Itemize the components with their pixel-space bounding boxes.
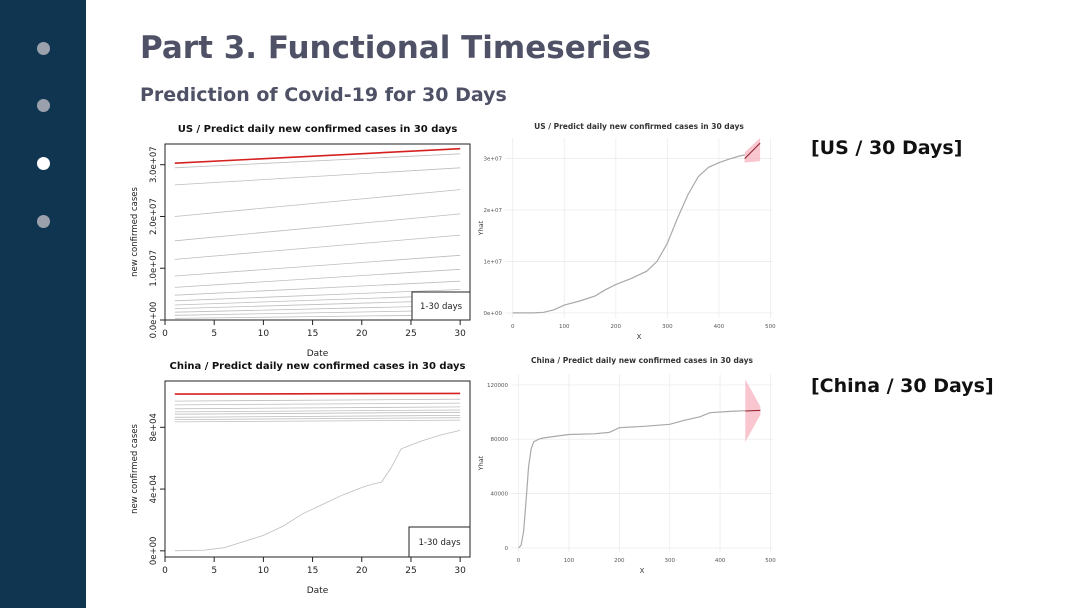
nav-dot-4[interactable] — [37, 215, 50, 228]
series-line-3 — [174, 189, 461, 217]
y-tick-label: 80000 — [491, 437, 509, 443]
slide-title: Part 3. Functional Timeseries — [140, 30, 652, 66]
legend-label: 1-30 days — [420, 302, 463, 312]
x-tick-label: 15 — [307, 566, 318, 576]
sidebar — [0, 0, 86, 608]
series-line-5 — [174, 411, 461, 415]
x-tick-label: 15 — [307, 329, 318, 339]
x-tick-label: 400 — [714, 324, 725, 330]
series-line-8 — [174, 419, 461, 423]
y-tick-label: 1e+07 — [484, 259, 503, 265]
x-tick-label: 20 — [356, 566, 368, 576]
x-tick-label: 200 — [614, 558, 625, 564]
series-line-2 — [174, 402, 461, 406]
chart-title: China / Predict daily new confirmed case… — [531, 356, 754, 365]
x-tick-label: 10 — [258, 329, 270, 339]
series-line-2 — [174, 167, 461, 186]
china-pred-chart: China / Predict daily new confirmed case… — [477, 356, 776, 575]
china-fts-chart: China / Predict daily new confirmed case… — [130, 361, 471, 596]
x-tick-label: 0 — [511, 324, 515, 330]
y-tick-label: 0e+00 — [484, 311, 503, 317]
china-caption: [China / 30 Days] — [811, 375, 994, 397]
x-tick-label: 25 — [405, 566, 416, 576]
y-tick-label: 0 — [505, 546, 509, 552]
y-axis-label: new confirmed cases — [130, 187, 140, 277]
series-line-5 — [174, 234, 461, 260]
series-line-1 — [174, 398, 461, 402]
y-tick-label: 1.0e+07 — [149, 250, 159, 287]
chart-title: US / Predict daily new confirmed cases i… — [178, 124, 458, 135]
us-fts-chart: US / Predict daily new confirmed cases i… — [130, 124, 471, 359]
series-line-6 — [174, 415, 461, 418]
series-line-9 — [174, 289, 461, 302]
series-line-4 — [174, 409, 461, 413]
x-tick-label: 300 — [664, 558, 675, 564]
y-axis-label: Yhat — [477, 455, 485, 471]
y-tick-label: 40000 — [491, 492, 509, 498]
x-tick-label: 25 — [405, 329, 416, 339]
series-line-9 — [174, 430, 461, 552]
x-axis-label: Date — [307, 586, 329, 596]
x-axis-label: X — [640, 567, 645, 575]
legend-box — [408, 526, 471, 558]
history-line — [518, 410, 746, 549]
y-tick-label: 2e+07 — [484, 208, 503, 214]
forecast-line — [174, 392, 461, 395]
y-tick-label: 8e+04 — [149, 413, 159, 442]
x-axis-label: Date — [307, 349, 329, 359]
x-tick-label: 5 — [211, 329, 217, 339]
series-line-1 — [174, 153, 461, 169]
y-axis-label: new confirmed cases — [130, 424, 140, 514]
plot-frame — [164, 380, 471, 558]
y-axis-label: Yhat — [477, 220, 485, 236]
x-tick-label: 20 — [356, 329, 368, 339]
x-tick-label: 500 — [765, 324, 776, 330]
us-caption: [US / 30 Days] — [811, 137, 963, 159]
series-line-6 — [174, 254, 461, 277]
slide-subtitle: Prediction of Covid-19 for 30 Days — [140, 84, 507, 106]
series-line-7 — [174, 268, 461, 288]
chart-title: China / Predict daily new confirmed case… — [169, 361, 465, 372]
x-tick-label: 500 — [765, 558, 776, 564]
x-tick-label: 10 — [258, 566, 270, 576]
x-tick-label: 5 — [211, 566, 217, 576]
plot-frame — [164, 143, 471, 321]
nav-dot-1[interactable] — [37, 42, 50, 55]
series-line-3 — [174, 406, 461, 410]
forecast-line — [174, 147, 461, 164]
series-line-4 — [174, 213, 461, 242]
y-tick-label: 0e+00 — [149, 537, 159, 566]
series-line-7 — [174, 417, 461, 420]
x-tick-label: 0 — [162, 566, 168, 576]
x-tick-label: 100 — [564, 558, 575, 564]
series-line-8 — [174, 280, 461, 296]
x-tick-label: 30 — [454, 329, 466, 339]
y-tick-label: 120000 — [487, 383, 508, 389]
y-tick-label: 3.0e+07 — [149, 146, 159, 183]
forecast-line — [744, 142, 761, 159]
x-tick-label: 100 — [559, 324, 570, 330]
us-pred-chart: US / Predict daily new confirmed cases i… — [477, 122, 776, 341]
x-axis-label: X — [637, 333, 642, 341]
x-tick-label: 200 — [611, 324, 622, 330]
y-tick-label: 2.0e+07 — [149, 198, 159, 235]
legend-label: 1-30 days — [418, 538, 461, 548]
x-tick-label: 30 — [454, 566, 466, 576]
nav-dot-2[interactable] — [37, 99, 50, 112]
history-line — [512, 154, 745, 314]
y-tick-label: 3e+07 — [484, 157, 503, 163]
nav-dot-3-active[interactable] — [37, 157, 50, 170]
x-tick-label: 0 — [517, 558, 521, 564]
forecast-line — [745, 409, 761, 412]
legend-box — [411, 291, 471, 321]
x-tick-label: 300 — [662, 324, 673, 330]
chart-title: US / Predict daily new confirmed cases i… — [534, 122, 744, 131]
x-tick-label: 400 — [715, 558, 726, 564]
y-tick-label: 4e+04 — [149, 475, 159, 504]
y-tick-label: 0.0e+00 — [149, 302, 159, 339]
x-tick-label: 0 — [162, 329, 168, 339]
